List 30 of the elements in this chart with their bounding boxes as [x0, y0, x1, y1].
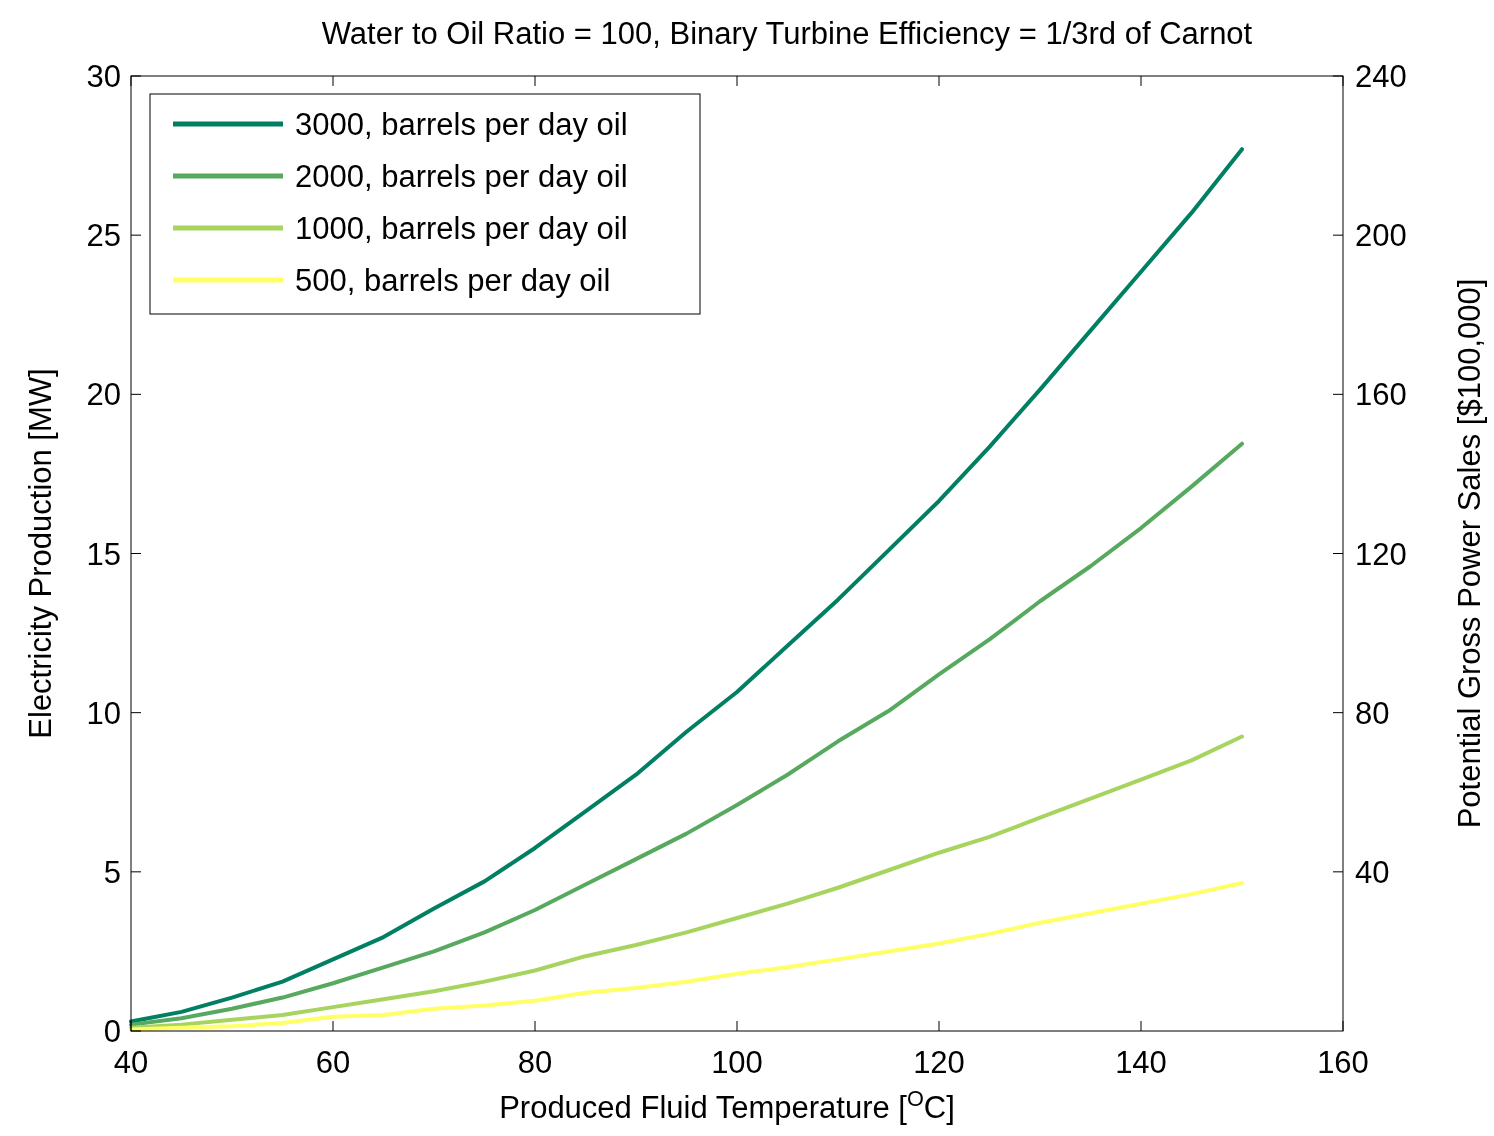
legend-label: 1000, barrels per day oil — [295, 211, 628, 246]
line-series — [129, 880, 1244, 1032]
y2-tick-label: 80 — [1355, 695, 1390, 731]
y2-axis-title: Potential Gross Power Sales [$100,000] — [1452, 278, 1487, 829]
x-tick-label: 160 — [1317, 1045, 1369, 1080]
x-tick-label: 140 — [1115, 1045, 1167, 1080]
y-tick-label: 15 — [86, 536, 121, 572]
y2-tick-label: 240 — [1355, 59, 1407, 94]
x-tick-label: 60 — [315, 1045, 351, 1080]
y2-tick-label: 160 — [1355, 377, 1407, 413]
line-series — [129, 147, 1244, 1024]
x-tick-label: 120 — [913, 1045, 965, 1080]
chart-title: Water to Oil Ratio = 100, Binary Turbine Efficiency = 1/3rd of Carnot — [321, 16, 1253, 51]
y-tick-label: 25 — [86, 218, 121, 254]
line-series — [129, 734, 1244, 1030]
y-tick-label: 10 — [86, 695, 121, 731]
y2-tick-label: 40 — [1355, 854, 1390, 890]
x-tick-label: 80 — [517, 1045, 553, 1080]
x-tick-label: 100 — [711, 1045, 763, 1080]
y2-tick-label: 120 — [1355, 536, 1407, 572]
legend-label: 500, barrels per day oil — [295, 263, 611, 298]
y-tick-label: 30 — [86, 59, 121, 94]
legend-label: 3000, barrels per day oil — [295, 107, 628, 142]
legend-label: 2000, barrels per day oil — [295, 159, 628, 194]
line-series — [129, 441, 1244, 1027]
y2-tick-label: 200 — [1355, 218, 1407, 254]
x-axis-title: Produced Fluid Temperature [$^{O}$C] — [499, 1085, 955, 1125]
y-tick-label: 5 — [103, 854, 121, 890]
y-axis-title: Electricity Production [MW] — [23, 368, 58, 739]
y-tick-label: 20 — [86, 377, 121, 413]
